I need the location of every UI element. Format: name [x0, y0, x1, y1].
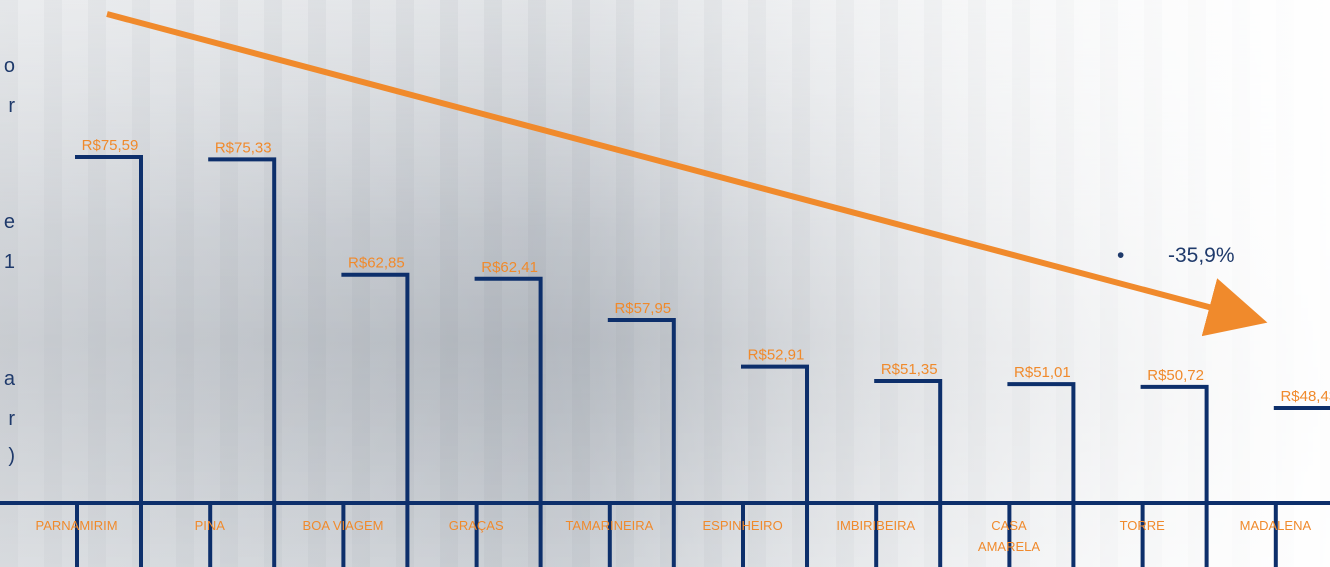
- value-label-1: R$75,59: [82, 137, 139, 154]
- left-text-fragment-7: ): [8, 445, 15, 467]
- value-label-9: R$50,72: [1147, 367, 1204, 384]
- category-labels-layer: PARNAMIRIM PINA BOA VIAGEM GRAÇAS TAMARINEIR…: [36, 518, 1312, 554]
- value-labels-layer: R$75,59 R$75,33 R$62,85 R$62,41 R$57,95 R$52,…: [82, 137, 1330, 405]
- left-text-fragment-6: r: [8, 408, 15, 430]
- bar-6: [741, 364, 809, 567]
- trend-arrow: [106, 11, 1268, 337]
- category-label-8-line-1: CASA: [991, 518, 1027, 533]
- left-text-fragment-3: e: [4, 211, 15, 233]
- value-label-10: R$48,43: [1280, 388, 1330, 405]
- category-label-2: PINA: [195, 518, 226, 533]
- value-label-2: R$75,33: [215, 139, 272, 156]
- value-label-7: R$51,35: [881, 361, 938, 378]
- bar-5: [607, 318, 676, 567]
- category-label-5: TAMARINEIRA: [565, 518, 653, 533]
- category-label-9: TORRE: [1120, 518, 1166, 533]
- left-text-fragment-2: r: [8, 95, 15, 117]
- left-text-fragment-4: 1: [4, 251, 15, 273]
- category-label-1: PARNAMIRIM: [36, 518, 118, 533]
- bar-3: [341, 272, 410, 567]
- bars-layer: [75, 155, 1330, 567]
- category-label-4: GRAÇAS: [449, 518, 504, 533]
- category-label-3: BOA VIAGEM: [303, 518, 384, 533]
- value-label-6: R$52,91: [748, 347, 805, 364]
- left-text-fragment-5: a: [4, 368, 16, 390]
- trend-annotation: • -35,9%: [1117, 244, 1235, 267]
- annotation-text: -35,9%: [1168, 244, 1235, 267]
- value-label-5: R$57,95: [614, 300, 671, 317]
- value-label-3: R$62,85: [348, 255, 405, 272]
- category-label-10: MADALENA: [1240, 518, 1312, 533]
- category-label-6: ESPINHEIRO: [703, 518, 783, 533]
- bar-4: [474, 276, 543, 567]
- bar-8: [1007, 382, 1076, 567]
- category-label-7: IMBIRIBEIRA: [836, 518, 915, 533]
- bar-7: [874, 379, 943, 567]
- value-label-8: R$51,01: [1014, 364, 1071, 381]
- bar-1: [75, 155, 143, 567]
- annotation-bullet: •: [1117, 244, 1124, 267]
- left-text-fragment-1: o: [4, 55, 15, 77]
- bar-9: [1140, 384, 1209, 567]
- bar-2: [208, 157, 277, 567]
- category-label-8-line-2: AMARELA: [978, 539, 1040, 554]
- bar-10: [1273, 406, 1330, 410]
- value-label-4: R$62,41: [481, 259, 538, 276]
